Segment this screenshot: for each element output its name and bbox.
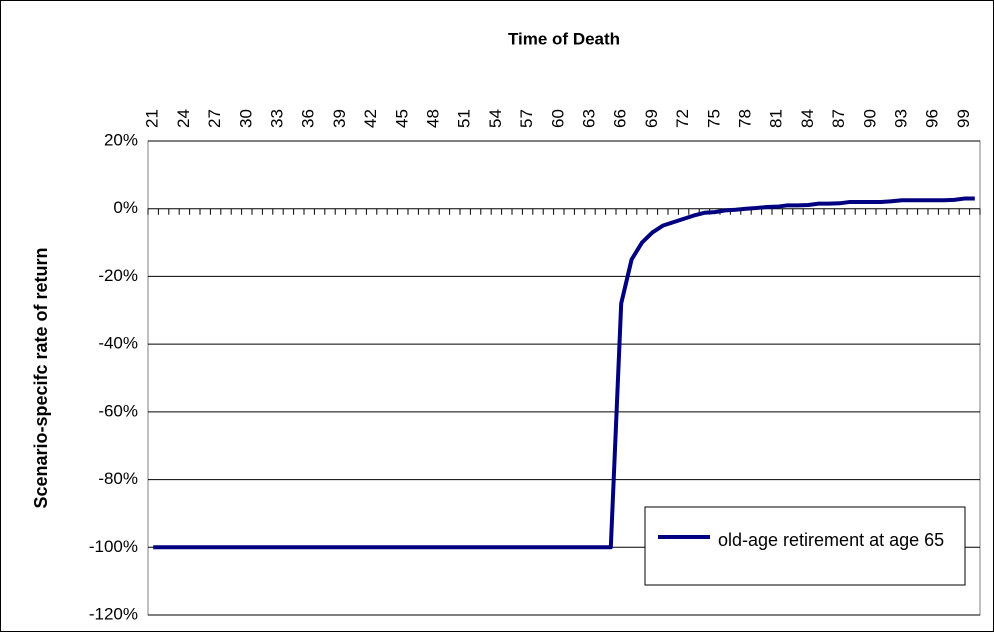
x-tick-label: 57 bbox=[517, 109, 536, 128]
x-tick-label: 99 bbox=[954, 109, 973, 128]
x-tick-label: 93 bbox=[891, 109, 910, 128]
x-tick-label: 63 bbox=[579, 109, 598, 128]
series-line bbox=[153, 196, 975, 550]
y-tick-label: 0% bbox=[113, 198, 138, 217]
x-tick-label: 33 bbox=[267, 109, 286, 128]
legend-label: old-age retirement at age 65 bbox=[718, 530, 945, 550]
y-tick-label: -100% bbox=[89, 537, 138, 556]
x-tick-label: 60 bbox=[548, 109, 567, 128]
x-tick-label: 66 bbox=[611, 109, 630, 128]
x-tick-label: 51 bbox=[455, 109, 474, 128]
x-tick-label: 81 bbox=[767, 109, 786, 128]
x-tick-label: 39 bbox=[330, 109, 349, 128]
x-tick-label: 72 bbox=[673, 109, 692, 128]
x-tick-label: 54 bbox=[486, 109, 505, 128]
y-tick-label: -20% bbox=[98, 266, 138, 285]
x-tick-label: 69 bbox=[642, 109, 661, 128]
x-tick-label: 24 bbox=[174, 109, 193, 128]
y-tick-label: -60% bbox=[98, 401, 138, 420]
y-tick-label: 20% bbox=[104, 130, 138, 149]
x-tick-label: 96 bbox=[923, 109, 942, 128]
chart-title: Time of Death bbox=[508, 29, 620, 48]
x-tick-label: 30 bbox=[236, 109, 255, 128]
x-tick-label: 45 bbox=[392, 109, 411, 128]
x-tick-label: 78 bbox=[735, 109, 754, 128]
x-tick-label: 90 bbox=[860, 109, 879, 128]
x-tick-label: 75 bbox=[704, 109, 723, 128]
x-tick-label: 48 bbox=[423, 109, 442, 128]
x-tick-label: 36 bbox=[299, 109, 318, 128]
x-tick-label: 87 bbox=[829, 109, 848, 128]
x-tick-label: 21 bbox=[143, 109, 162, 128]
y-tick-label: -120% bbox=[89, 604, 138, 623]
y-axis-label: Scenario-specifc rate of return bbox=[31, 247, 51, 508]
y-tick-label: -40% bbox=[98, 334, 138, 353]
legend-box bbox=[644, 506, 966, 586]
y-tick-label: -80% bbox=[98, 469, 138, 488]
x-tick-label: 27 bbox=[205, 109, 224, 128]
x-tick-label: 84 bbox=[798, 109, 817, 128]
x-tick-label: 42 bbox=[361, 109, 380, 128]
